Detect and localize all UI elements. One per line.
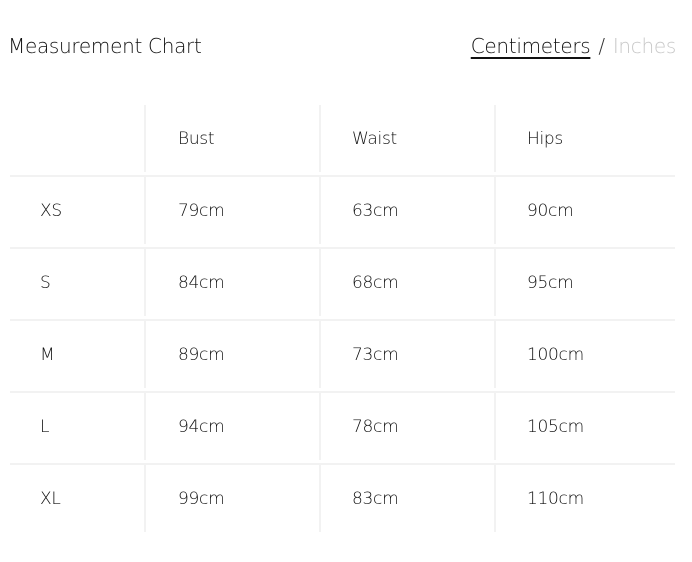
bust-cell: 79cm <box>144 177 316 244</box>
table-row: XL 99cm 83cm 110cm <box>10 463 675 532</box>
table-row: L 94cm 78cm 105cm <box>10 391 675 460</box>
bust-cell: 99cm <box>144 465 316 532</box>
measurement-table: Bust Waist Hips XS 79cm 63cm 90cm S 84cm 68cm 9… <box>10 105 675 535</box>
size-cell: XL <box>40 488 61 509</box>
size-cell: L <box>40 416 50 437</box>
header-cell-size <box>10 105 141 172</box>
hips-cell: 90cm <box>494 177 675 244</box>
size-cell: S <box>40 272 51 293</box>
unit-toggle: Centimeters / Inches <box>470 34 677 58</box>
size-cell: XS <box>40 200 62 221</box>
page-title: Measurement Chart <box>8 34 202 58</box>
centimeters-link[interactable]: Centimeters <box>470 34 591 58</box>
table-header-row: Bust Waist Hips <box>10 105 675 172</box>
hips-cell: 110cm <box>494 465 675 532</box>
bust-cell: 84cm <box>144 249 316 316</box>
bust-cell: 89cm <box>144 321 316 388</box>
table-row: S 84cm 68cm 95cm <box>10 247 675 316</box>
waist-cell: 83cm <box>319 465 491 532</box>
unit-separator: / <box>598 34 605 58</box>
header-cell-waist: Waist <box>319 105 491 172</box>
size-cell: M <box>40 344 55 365</box>
table-row: M 89cm 73cm 100cm <box>10 319 675 388</box>
table-row: XS 79cm 63cm 90cm <box>10 175 675 244</box>
waist-cell: 63cm <box>319 177 491 244</box>
hips-cell: 95cm <box>494 249 675 316</box>
waist-cell: 68cm <box>319 249 491 316</box>
header-cell-bust: Bust <box>144 105 316 172</box>
waist-cell: 73cm <box>319 321 491 388</box>
bust-cell: 94cm <box>144 393 316 460</box>
header-cell-hips: Hips <box>494 105 675 172</box>
hips-cell: 100cm <box>494 321 675 388</box>
hips-cell: 105cm <box>494 393 675 460</box>
inches-link[interactable]: Inches <box>612 34 676 58</box>
waist-cell: 78cm <box>319 393 491 460</box>
